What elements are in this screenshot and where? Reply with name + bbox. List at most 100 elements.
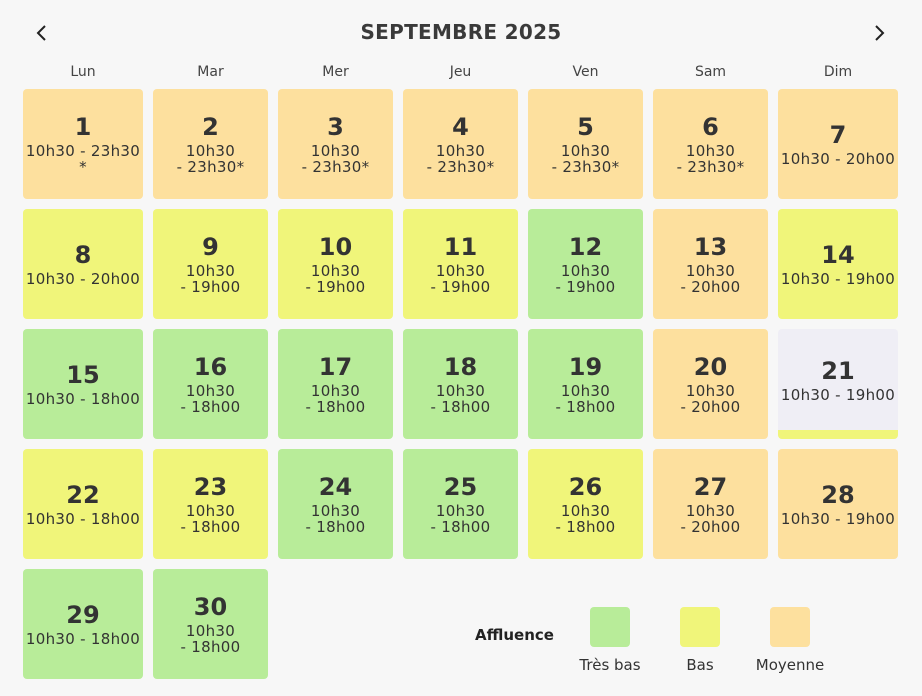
opening-hours: 10h30 - 18h00 [180,622,241,656]
day-cell[interactable]: 22 10h30 - 18h00 [23,449,143,559]
day-cell[interactable]: 20 10h30 - 20h00 [653,329,768,439]
opening-hours: 10h30 - 18h00 [25,510,141,528]
day-cell[interactable]: 4 10h30 - 23h30* [403,89,518,199]
day-cell[interactable]: 10 10h30 - 19h00 [278,209,393,319]
day-cell[interactable]: 14 10h30 - 19h00 [778,209,898,319]
day-content: 10 10h30 - 19h00 [278,233,393,295]
previous-month-button[interactable] [27,18,57,48]
day-number: 2 [202,113,219,141]
day-cell[interactable]: 19 10h30 - 18h00 [528,329,643,439]
day-content: 29 10h30 - 18h00 [23,601,143,647]
day-cell[interactable]: 8 10h30 - 20h00 [23,209,143,319]
day-cell[interactable]: 27 10h30 - 20h00 [653,449,768,559]
day-content: 6 10h30 - 23h30* [653,113,768,175]
weekday-label: Ven [572,64,599,80]
day-cell[interactable]: 29 10h30 - 18h00 [23,569,143,679]
day-content: 1 10h30 - 23h30 * [23,113,143,175]
day-number: 23 [193,473,228,501]
day-number: 26 [568,473,603,501]
day-cell[interactable]: 18 10h30 - 18h00 [403,329,518,439]
day-number: 19 [568,353,603,381]
day-content: 7 10h30 - 20h00 [778,121,898,167]
opening-hours: 10h30 - 20h00 [780,150,896,168]
day-number: 17 [318,353,353,381]
day-number: 30 [193,593,228,621]
day-cell[interactable]: 9 10h30 - 19h00 [153,209,268,319]
weekday-label: Mar [197,64,224,80]
day-cell[interactable]: 15 10h30 - 18h00 [23,329,143,439]
day-content: 30 10h30 - 18h00 [153,593,268,655]
day-number: 5 [577,113,594,141]
day-content: 14 10h30 - 19h00 [778,241,898,287]
day-cell[interactable]: 16 10h30 - 18h00 [153,329,268,439]
day-cell[interactable]: 23 10h30 - 18h00 [153,449,268,559]
day-content: 24 10h30 - 18h00 [278,473,393,535]
opening-hours: 10h30 - 18h00 [305,382,366,416]
day-number: 29 [66,601,100,629]
opening-hours: 10h30 - 19h00 [180,262,241,296]
legend-swatch-moyenne [770,607,810,647]
day-number: 24 [318,473,353,501]
opening-hours: 10h30 - 19h00 [305,262,366,296]
day-number: 8 [74,241,92,269]
day-content: 17 10h30 - 18h00 [278,353,393,415]
day-cell[interactable]: 25 10h30 - 18h00 [403,449,518,559]
chevron-right-icon [875,25,885,41]
next-month-button[interactable] [864,18,894,48]
day-cell[interactable]: 7 10h30 - 20h00 [778,89,898,199]
day-content: 18 10h30 - 18h00 [403,353,518,415]
day-number: 27 [693,473,728,501]
opening-hours: 10h30 - 20h00 [25,270,141,288]
opening-hours: 10h30 - 18h00 [25,390,141,408]
day-number: 20 [693,353,728,381]
weekday-label: Dim [823,64,853,80]
day-number: 11 [443,233,478,261]
day-cell[interactable]: 13 10h30 - 20h00 [653,209,768,319]
opening-hours: 10h30 - 23h30* [426,142,495,176]
opening-hours: 10h30 - 19h00 [780,270,896,288]
day-cell[interactable]: 12 10h30 - 19h00 [528,209,643,319]
day-content: 12 10h30 - 19h00 [528,233,643,295]
legend-title: Affluence [475,626,554,644]
day-cell[interactable]: 1 10h30 - 23h30 * [23,89,143,199]
opening-hours: 10h30 - 23h30* [551,142,620,176]
day-cell[interactable]: 5 10h30 - 23h30* [528,89,643,199]
day-number: 1 [74,113,92,141]
day-number: 22 [66,481,100,509]
day-number: 25 [443,473,478,501]
day-content: 26 10h30 - 18h00 [528,473,643,535]
day-number: 10 [318,233,353,261]
day-cell[interactable]: 28 10h30 - 19h00 [778,449,898,559]
opening-hours: 10h30 - 19h00 [780,510,896,528]
day-cell[interactable]: 17 10h30 - 18h00 [278,329,393,439]
day-cell[interactable]: 26 10h30 - 18h00 [528,449,643,559]
day-cell[interactable]: 3 10h30 - 23h30* [278,89,393,199]
day-number: 6 [702,113,719,141]
day-number: 16 [193,353,228,381]
day-number: 7 [829,121,847,149]
day-number: 4 [452,113,469,141]
day-cell[interactable]: 30 10h30 - 18h00 [153,569,268,679]
day-number: 15 [66,361,100,389]
weekday-label: Jeu [449,64,472,80]
day-content: 25 10h30 - 18h00 [403,473,518,535]
weekday-label: Mer [322,64,349,80]
legend-swatch-tres-bas [590,607,630,647]
day-content: 5 10h30 - 23h30* [528,113,643,175]
day-content: 15 10h30 - 18h00 [23,361,143,407]
day-cell[interactable]: 11 10h30 - 19h00 [403,209,518,319]
day-content: 27 10h30 - 20h00 [653,473,768,535]
opening-hours: 10h30 - 18h00 [180,382,241,416]
day-cell[interactable]: 24 10h30 - 18h00 [278,449,393,559]
day-cell[interactable]: 6 10h30 - 23h30* [653,89,768,199]
day-content: 16 10h30 - 18h00 [153,353,268,415]
legend-swatch-bas [680,607,720,647]
day-number: 14 [821,241,855,269]
opening-hours: 10h30 - 20h00 [680,502,741,536]
legend-label: Bas [686,656,714,674]
day-cell[interactable]: 21 10h30 - 19h00 [778,329,898,439]
day-cell[interactable]: 2 10h30 - 23h30* [153,89,268,199]
opening-hours: 10h30 - 18h00 [305,502,366,536]
opening-hours: 10h30 - 23h30* [676,142,745,176]
day-content: 28 10h30 - 19h00 [778,481,898,527]
